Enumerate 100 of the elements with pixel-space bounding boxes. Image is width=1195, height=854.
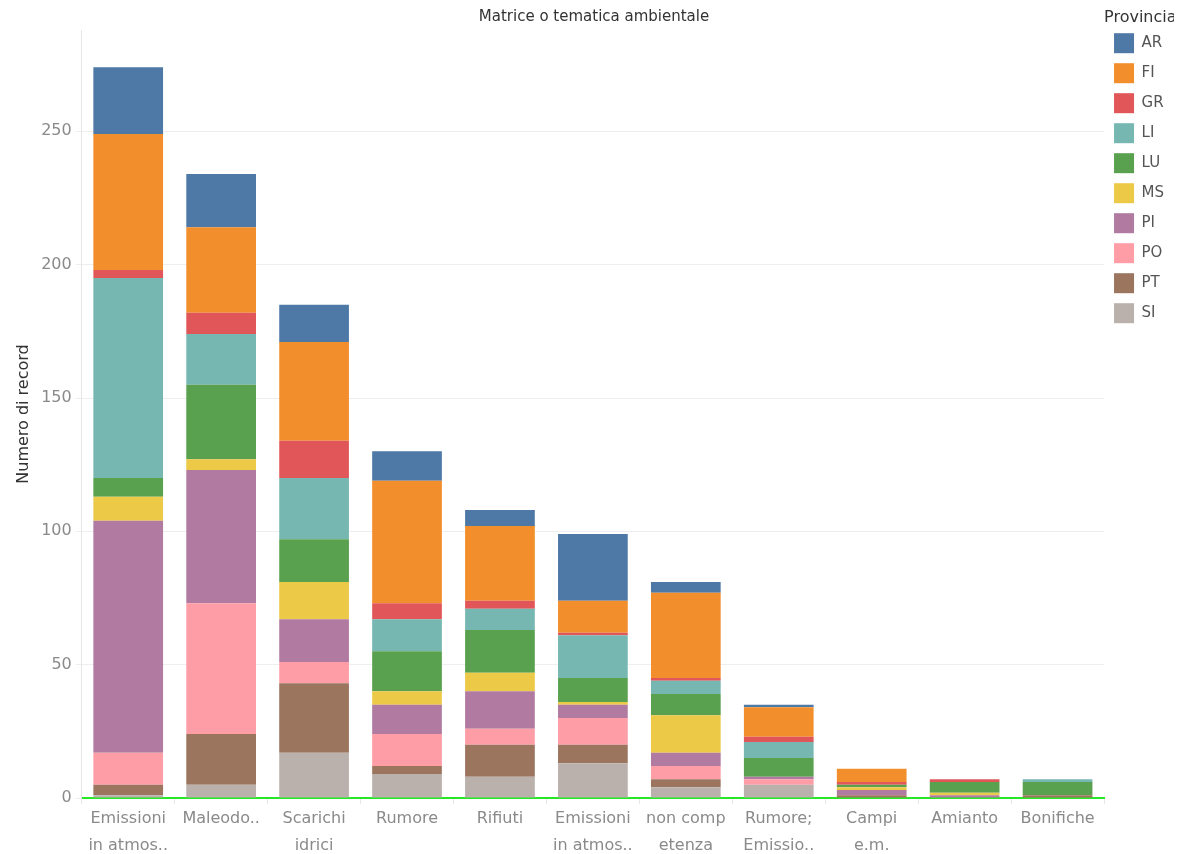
bar bbox=[279, 440, 349, 478]
bar bbox=[279, 662, 349, 684]
y-axis-title: Numero di record bbox=[12, 344, 32, 484]
legend-label: AR bbox=[1141, 33, 1163, 52]
bar bbox=[279, 539, 349, 582]
bar bbox=[650, 592, 721, 678]
bar bbox=[558, 600, 628, 633]
bar bbox=[650, 766, 721, 780]
bar bbox=[558, 744, 628, 764]
x-tick-label: Rumore bbox=[376, 807, 439, 827]
bar bbox=[743, 758, 814, 777]
bar bbox=[372, 774, 442, 798]
legend-label: PT bbox=[1141, 273, 1161, 292]
x-tick-label: non comp etenza bbox=[646, 807, 726, 854]
bar bbox=[558, 704, 628, 718]
x-tick-label: Emissioni in atmos.. bbox=[553, 807, 633, 854]
y-tick-label: 0 bbox=[61, 787, 72, 807]
bar bbox=[650, 678, 721, 681]
x-tick-label: Emissioni in atmos.. bbox=[88, 807, 169, 854]
bar bbox=[558, 718, 628, 745]
bar bbox=[372, 766, 442, 774]
x-tick-label: Scarichi idrici bbox=[282, 807, 346, 854]
bar bbox=[465, 672, 535, 692]
bar bbox=[93, 278, 164, 478]
x-tick-label: Rumore; Emissio.. bbox=[743, 807, 815, 854]
bar bbox=[558, 763, 628, 798]
bar bbox=[279, 342, 349, 441]
bar bbox=[93, 784, 164, 796]
bar bbox=[279, 304, 349, 342]
x-tick-label: Maleodo.. bbox=[182, 807, 260, 827]
bar bbox=[279, 683, 349, 753]
bar bbox=[465, 630, 535, 673]
bar bbox=[465, 608, 535, 630]
x-tick-label: Bonifiche bbox=[1020, 807, 1095, 827]
bar bbox=[186, 470, 256, 604]
bar bbox=[93, 67, 164, 134]
bar bbox=[186, 784, 256, 798]
bar bbox=[186, 227, 256, 313]
bar bbox=[836, 768, 907, 782]
bar bbox=[558, 534, 628, 601]
bar bbox=[558, 702, 628, 705]
bar bbox=[836, 795, 907, 798]
bar bbox=[186, 312, 256, 334]
bar bbox=[465, 600, 535, 609]
bar bbox=[93, 795, 164, 798]
bar bbox=[372, 480, 442, 604]
bar bbox=[279, 478, 349, 540]
bar bbox=[279, 619, 349, 662]
bar bbox=[836, 790, 907, 796]
bar bbox=[465, 776, 535, 798]
bar bbox=[279, 582, 349, 620]
bar bbox=[93, 134, 164, 270]
bar bbox=[372, 704, 442, 734]
bar bbox=[650, 779, 721, 788]
bar bbox=[465, 744, 535, 777]
bar bbox=[186, 174, 256, 228]
x-tick-label: Amianto bbox=[931, 807, 999, 827]
bar bbox=[1022, 779, 1093, 782]
bar bbox=[465, 526, 535, 601]
bar bbox=[650, 715, 721, 753]
bar bbox=[465, 691, 535, 729]
bar bbox=[186, 603, 256, 734]
bar bbox=[465, 728, 535, 745]
bar bbox=[743, 784, 814, 798]
bar bbox=[650, 582, 721, 593]
bar bbox=[372, 619, 442, 652]
y-tick-label: 250 bbox=[41, 120, 72, 140]
chart-title: Matrice o tematica ambientale bbox=[478, 6, 710, 25]
legend-label: MS bbox=[1141, 183, 1165, 202]
legend-label: FI bbox=[1141, 63, 1155, 82]
bar bbox=[743, 707, 814, 737]
y-tick-label: 50 bbox=[51, 653, 72, 673]
bar bbox=[372, 734, 442, 766]
legend-label: GR bbox=[1141, 93, 1164, 112]
bar bbox=[93, 520, 164, 753]
bar bbox=[372, 691, 442, 705]
bar bbox=[186, 459, 256, 470]
legend-label: PI bbox=[1141, 213, 1156, 232]
legend-label: SI bbox=[1141, 303, 1156, 322]
bar bbox=[372, 603, 442, 620]
bar bbox=[650, 787, 721, 798]
bar bbox=[93, 752, 164, 785]
y-tick-label: 200 bbox=[41, 253, 72, 273]
x-tick-label: Rifiuti bbox=[476, 807, 524, 827]
bar bbox=[279, 752, 349, 798]
x-tick-label: Campi e.m. bbox=[846, 807, 898, 854]
y-tick-label: 100 bbox=[41, 520, 72, 540]
bar bbox=[1022, 782, 1093, 796]
bar bbox=[743, 736, 814, 742]
bar bbox=[558, 635, 628, 678]
bar bbox=[1022, 795, 1093, 798]
bar bbox=[93, 270, 164, 278]
bar bbox=[372, 651, 442, 692]
bar bbox=[650, 752, 721, 766]
bar bbox=[558, 678, 628, 702]
legend-label: PO bbox=[1141, 243, 1163, 262]
bar bbox=[743, 779, 814, 785]
bar bbox=[650, 694, 721, 716]
bar bbox=[929, 779, 1000, 782]
bar bbox=[465, 510, 535, 526]
